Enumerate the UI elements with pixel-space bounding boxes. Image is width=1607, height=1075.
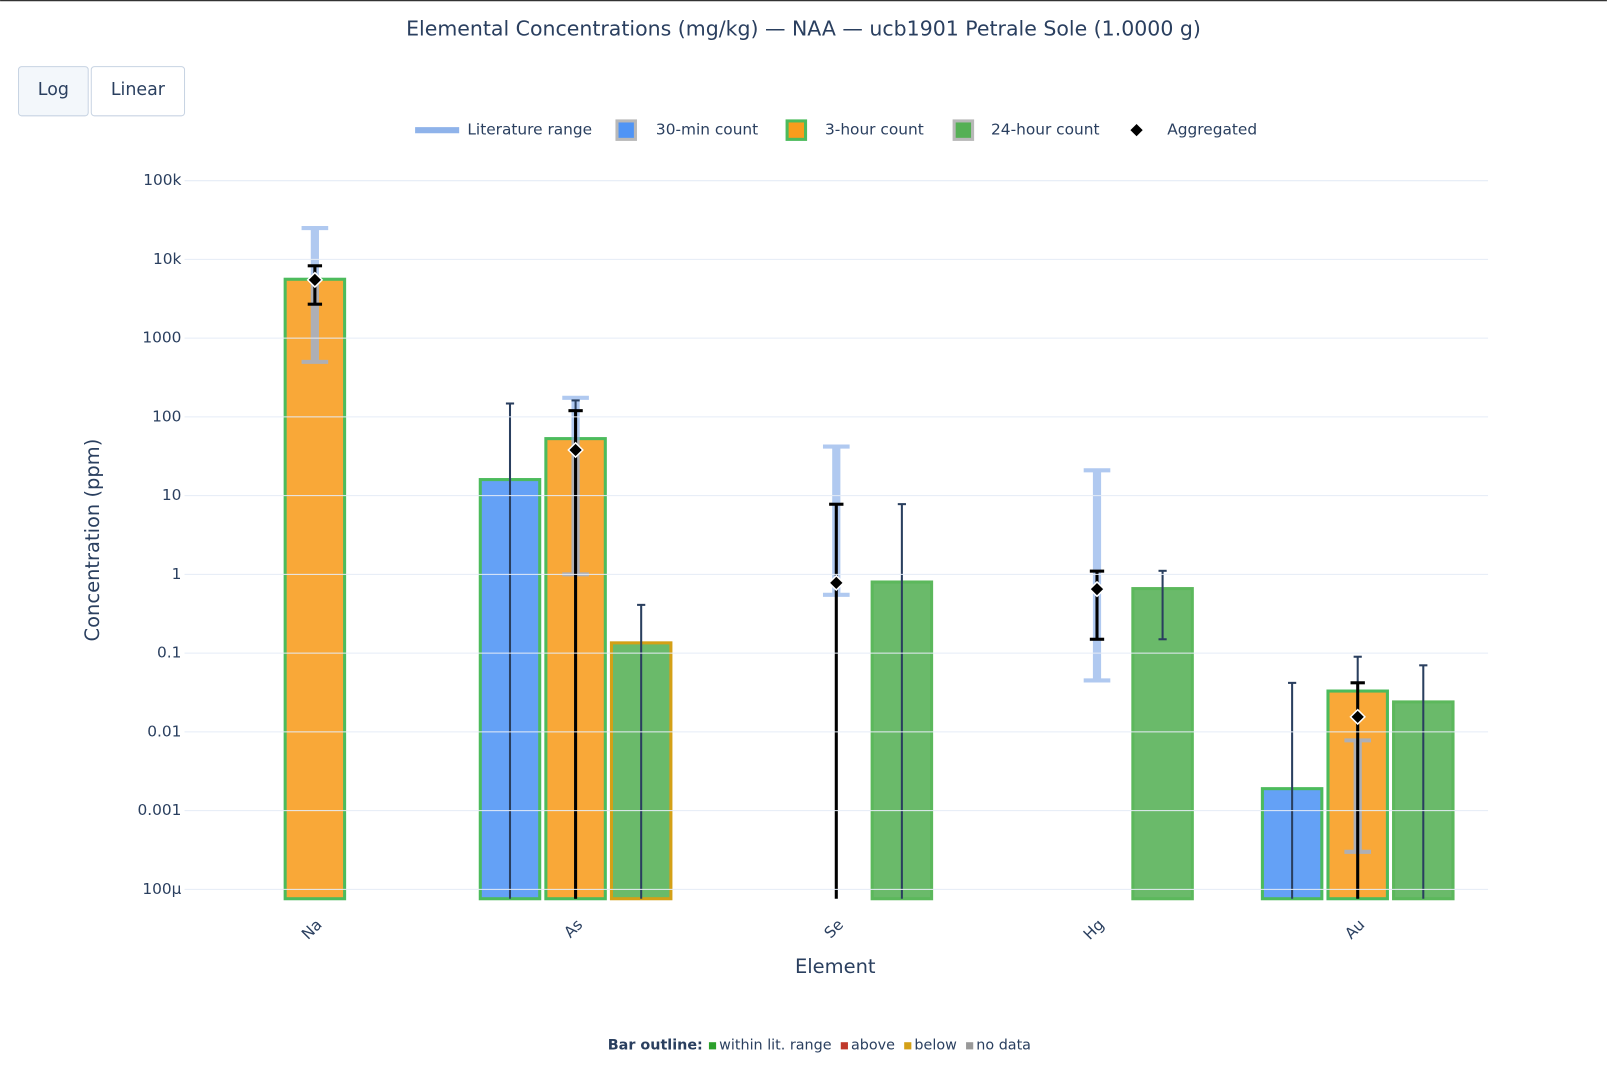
y-tick-label: 1000 (142, 329, 181, 347)
legend-label: 24-hour count (991, 121, 1099, 139)
legend-label: 30-min count (656, 121, 758, 139)
y-tick-label: 100μ (142, 880, 181, 898)
button-label: Log (38, 80, 69, 100)
button-label: Linear (111, 80, 166, 100)
chart-title: Elemental Concentrations (mg/kg) — NAA —… (406, 17, 1201, 41)
y-tick-label: 100 (152, 407, 181, 425)
scale-button[interactable]: Linear (90, 66, 186, 117)
legend-label: Literature range (467, 121, 592, 139)
error-bar (1158, 569, 1167, 641)
aggregated-marker (567, 441, 584, 459)
x-tick-label: Au (1341, 916, 1368, 943)
error-bar (505, 402, 515, 899)
outline-legend-title: Bar outline: (608, 1037, 703, 1053)
y-tick-label: 0.01 (147, 722, 181, 740)
error-bar (637, 603, 646, 899)
error-bar (1419, 664, 1428, 899)
legend-label: Aggregated (1167, 121, 1257, 139)
error-bar (897, 503, 906, 899)
legend-icon (615, 119, 637, 141)
y-tick-label: 0.001 (137, 801, 181, 819)
bar (283, 277, 347, 901)
legend-icon (785, 119, 808, 141)
button-box (18, 66, 89, 117)
y-tick-label: 0.1 (157, 644, 181, 662)
outline-swatch (708, 1042, 717, 1050)
aggregated-marker (306, 271, 324, 289)
error-bar (1288, 681, 1297, 899)
outline-swatch (840, 1042, 848, 1050)
x-tick-label: As (560, 916, 586, 942)
aggregated-marker (828, 574, 845, 592)
button-box (90, 66, 186, 117)
x-tick-label: Se (821, 916, 847, 942)
legend-label: 3-hour count (825, 121, 924, 139)
x-tick-label: Hg (1080, 916, 1108, 944)
outline-legend-label: below (914, 1037, 957, 1053)
outline-swatch (904, 1042, 912, 1050)
outline-legend-label: no data (976, 1037, 1031, 1053)
outline-legend-label: above (851, 1037, 895, 1053)
outline-swatch (966, 1042, 974, 1050)
aggregated-error (568, 409, 583, 899)
x-tick-label: Na (298, 916, 326, 944)
y-tick-label: 10k (153, 250, 182, 268)
y-tick-label: 100k (143, 171, 181, 189)
aggregated-marker (1088, 580, 1106, 598)
plot-area (283, 226, 1455, 901)
y-axis-title: Concentration (ppm) (81, 439, 104, 642)
legend-icon (1130, 123, 1143, 137)
aggregated-marker (1349, 708, 1366, 726)
y-tick-label: 10 (162, 486, 182, 504)
legend-icon (952, 119, 975, 141)
aggregated-error (829, 502, 844, 899)
outline-legend-label: within lit. range (719, 1037, 832, 1053)
scale-button[interactable]: Log (18, 66, 89, 117)
y-tick-label: 1 (172, 565, 182, 583)
x-axis-title: Element (795, 955, 876, 978)
